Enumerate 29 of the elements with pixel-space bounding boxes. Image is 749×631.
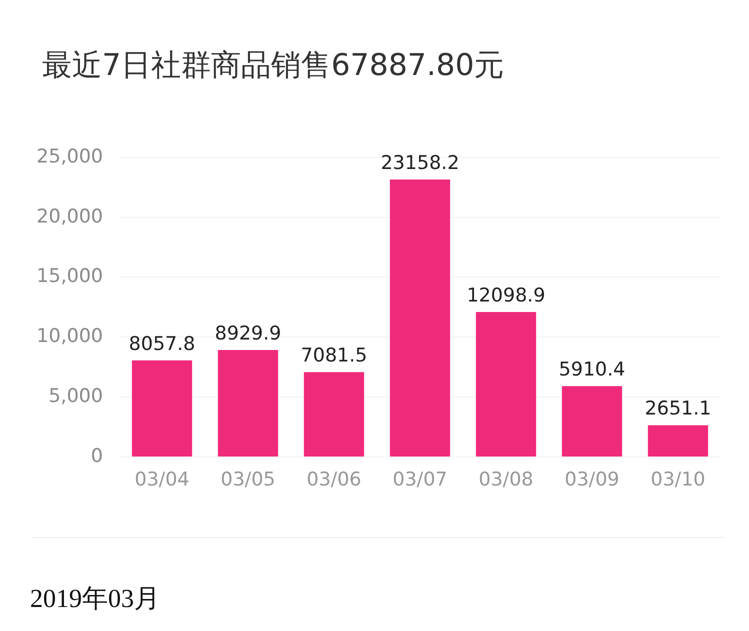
y-tick-label: 20,000: [36, 205, 103, 228]
data-label: 8057.8: [128, 332, 196, 355]
chart-title: 最近7日社群商品销售67887.80元: [42, 47, 504, 85]
bar: [218, 350, 278, 456]
x-tick-label: 03/06: [306, 468, 362, 490]
y-tick-label: 0: [90, 444, 103, 467]
text: 2019年03月: [30, 583, 160, 615]
y-tick-label: 5,000: [48, 385, 103, 408]
data-label: 8929.9: [214, 322, 282, 344]
data-label: 12098.9: [466, 284, 546, 306]
x-tick-label: 03/05: [220, 468, 276, 490]
bar: [132, 360, 192, 456]
x-tick-label: 03/08: [478, 468, 534, 490]
data-label: 23158.2: [380, 152, 460, 174]
y-tick-label: 25,000: [36, 145, 103, 168]
y-tick-label: 15,000: [36, 265, 103, 288]
data-label: 7081.5: [300, 344, 368, 367]
bar: [562, 386, 622, 456]
y-tick-label: 10,000: [36, 325, 103, 348]
bar: [476, 312, 536, 456]
bar: [648, 425, 708, 456]
x-tick-label: 03/10: [650, 468, 706, 490]
data-label: 5910.4: [558, 358, 626, 381]
bar: [390, 179, 450, 456]
x-tick-label: 03/04: [134, 468, 190, 490]
bar: [304, 372, 364, 456]
x-tick-label: 03/07: [392, 468, 448, 490]
x-tick-label: 03/09: [564, 468, 620, 490]
data-label: 2651.1: [644, 398, 712, 420]
